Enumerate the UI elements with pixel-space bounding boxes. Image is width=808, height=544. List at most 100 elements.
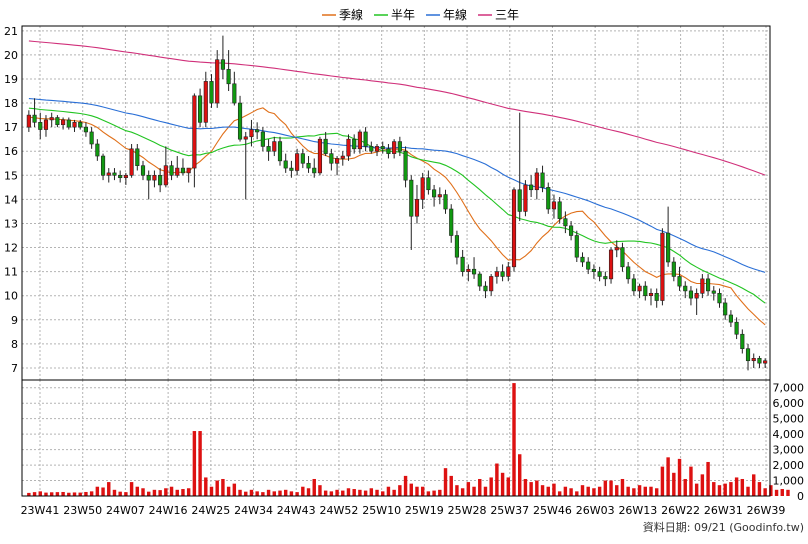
candle	[118, 170, 123, 183]
candle	[551, 194, 557, 219]
candle	[129, 144, 134, 178]
candle	[688, 286, 694, 306]
candle-body	[203, 81, 208, 123]
candle-body	[477, 273, 482, 287]
candle	[591, 264, 596, 279]
candle-body	[55, 117, 60, 126]
candle	[506, 262, 511, 282]
date-tick-label: 24W34	[234, 504, 273, 517]
candle	[557, 196, 562, 224]
candle-body	[283, 160, 288, 169]
candle-body	[483, 285, 488, 292]
volume-bar	[204, 477, 208, 496]
candle	[409, 175, 414, 250]
volume-bar	[500, 472, 505, 496]
candle-body	[551, 201, 557, 210]
candle	[323, 131, 328, 157]
volume-bar	[432, 490, 436, 496]
volume-bar	[409, 483, 413, 496]
candle-body	[631, 278, 636, 292]
candle-body	[237, 102, 243, 140]
volume-bar	[261, 492, 265, 496]
candle-body	[129, 148, 134, 176]
candle-body	[728, 314, 733, 323]
candle-body	[118, 175, 123, 179]
volume-bar	[780, 489, 784, 496]
candle	[648, 288, 654, 306]
volume-bar	[723, 483, 727, 496]
volume-bar	[489, 477, 493, 496]
volume-bar	[529, 482, 533, 496]
candle-body	[614, 247, 619, 251]
volume-bar	[563, 486, 568, 496]
price-tick-label: 14	[4, 193, 18, 206]
volume-bar	[232, 483, 237, 496]
candle	[95, 139, 100, 161]
price-tick-label: 18	[4, 97, 18, 110]
volume-bar	[626, 486, 630, 496]
volume-bar	[438, 489, 442, 496]
candle	[529, 175, 534, 197]
candle	[55, 115, 60, 128]
volume-bar	[181, 489, 185, 496]
candle-body	[397, 141, 402, 152]
candle-body	[569, 225, 574, 236]
candle-body	[580, 256, 585, 263]
candle-body	[677, 276, 682, 287]
candle-body	[346, 138, 351, 157]
candle	[540, 165, 545, 193]
volume-bar	[649, 486, 653, 496]
volume-bar	[84, 491, 88, 496]
date-tick-label: 24W25	[191, 504, 230, 517]
volume-bar	[506, 477, 511, 496]
volume-bar	[478, 478, 482, 496]
candle	[78, 119, 83, 130]
candle-body	[255, 129, 260, 133]
candle	[306, 156, 311, 173]
candle-body	[529, 184, 534, 191]
date-tick-label: 24W52	[320, 504, 359, 517]
candle-body	[277, 141, 283, 162]
candle	[175, 156, 180, 178]
candle-body	[648, 293, 654, 297]
candle	[489, 274, 494, 296]
volume-bar	[512, 383, 516, 496]
candle-body	[443, 194, 448, 210]
candle-body	[209, 81, 214, 104]
volume-bar	[472, 486, 476, 496]
candle	[586, 257, 591, 275]
volume-tick-label: 6,000	[773, 397, 805, 410]
candle	[198, 88, 203, 128]
candle-body	[717, 293, 722, 304]
volume-bar	[677, 458, 682, 496]
candle	[289, 160, 294, 178]
candle	[26, 110, 31, 132]
candle	[112, 168, 117, 181]
candle-body	[66, 119, 71, 128]
legend-label: 季線	[339, 7, 363, 22]
volume-bar	[712, 482, 716, 496]
candle	[403, 146, 408, 188]
volume-bar	[175, 489, 179, 496]
price-grid	[22, 26, 770, 380]
candle	[369, 141, 374, 154]
candle	[334, 156, 340, 176]
candle-body	[763, 360, 768, 364]
volume-bar	[129, 482, 134, 496]
volume-bar	[592, 488, 596, 496]
candle	[203, 71, 208, 128]
candle-body	[597, 271, 602, 277]
candle-body	[232, 83, 237, 104]
candle-body	[95, 143, 100, 157]
candle-body	[557, 201, 562, 219]
date-tick-label: 25W37	[490, 504, 529, 517]
candle-body	[740, 333, 745, 349]
volume-bar	[255, 491, 259, 496]
candle-body	[489, 276, 494, 292]
legend-label: 半年	[391, 8, 415, 22]
candle	[597, 266, 602, 282]
candle	[608, 247, 614, 284]
volume-bar	[586, 486, 590, 496]
candle	[123, 172, 128, 185]
candle	[340, 151, 345, 166]
